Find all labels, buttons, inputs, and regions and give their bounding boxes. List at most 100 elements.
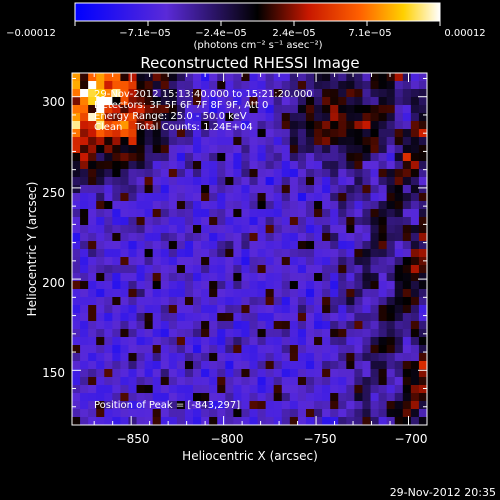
heatmap-cell xyxy=(338,153,347,162)
heatmap-cell xyxy=(257,265,267,274)
heatmap-cell xyxy=(217,369,226,378)
heatmap-cell xyxy=(418,193,427,202)
heatmap-cell xyxy=(80,145,89,154)
heatmap-cell xyxy=(112,305,122,314)
heatmap-cell xyxy=(233,257,243,266)
heatmap-cell xyxy=(322,241,331,250)
heatmap-cell xyxy=(152,249,162,258)
heatmap-cell xyxy=(144,201,154,210)
heatmap-cell xyxy=(128,249,138,258)
heatmap-cell xyxy=(273,201,283,210)
heatmap-cell xyxy=(378,369,388,378)
heatmap-cell xyxy=(152,337,162,346)
heatmap-cell xyxy=(72,145,81,154)
heatmap-cell xyxy=(338,121,347,130)
heatmap-cell xyxy=(249,409,259,418)
heatmap-cell xyxy=(160,281,170,290)
heatmap-cell xyxy=(305,81,315,90)
heatmap-cell xyxy=(402,81,412,90)
heatmap-cell xyxy=(104,265,113,274)
heatmap-cell xyxy=(265,233,275,242)
heatmap-cell xyxy=(402,321,412,330)
heatmap-cell xyxy=(378,337,388,346)
heatmap-cell xyxy=(225,305,234,314)
heatmap-cell xyxy=(112,329,122,338)
heatmap-cell xyxy=(370,401,380,410)
heatmap-cell xyxy=(378,409,388,418)
heatmap-cell xyxy=(346,185,355,194)
heatmap-cell xyxy=(96,281,105,290)
heatmap-cell xyxy=(378,81,388,90)
heatmap-cell xyxy=(160,137,170,146)
heatmap-cell xyxy=(402,153,412,162)
heatmap-cell xyxy=(370,257,380,266)
heatmap-cell xyxy=(136,81,146,90)
heatmap-cell xyxy=(80,401,89,410)
heatmap-cell xyxy=(225,313,234,322)
heatmap-cell xyxy=(176,337,186,346)
heatmap-cell xyxy=(338,105,347,114)
heatmap-cell xyxy=(346,393,355,402)
heatmap-cell xyxy=(193,105,202,114)
heatmap-cell xyxy=(257,89,267,98)
heatmap-cell xyxy=(225,281,234,290)
chart-title: Reconstructed RHESSI Image xyxy=(140,54,359,72)
heatmap-cell xyxy=(168,385,178,394)
heatmap-cell xyxy=(386,201,396,210)
heatmap-cell xyxy=(184,241,194,250)
heatmap-cell xyxy=(257,113,267,122)
heatmap-cell xyxy=(233,281,243,290)
heatmap-cell xyxy=(378,185,388,194)
heatmap-cell xyxy=(96,273,105,282)
heatmap-cell xyxy=(281,385,291,394)
heatmap-cell xyxy=(152,161,162,170)
heatmap-cell xyxy=(160,217,170,226)
heatmap-cell xyxy=(80,369,89,378)
heatmap-cell xyxy=(160,233,170,242)
heatmap-cell xyxy=(354,361,364,370)
heatmap-cell xyxy=(168,169,178,178)
heatmap-cell xyxy=(394,105,404,114)
heatmap-cell xyxy=(80,169,89,178)
heatmap-cell xyxy=(354,177,364,186)
heatmap-cell xyxy=(378,305,388,314)
heatmap-cell xyxy=(314,313,323,322)
heatmap-cell xyxy=(184,89,194,98)
heatmap-cell xyxy=(209,321,218,330)
heatmap-cell xyxy=(322,265,331,274)
heatmap-cell xyxy=(217,81,226,90)
heatmap-cell xyxy=(265,81,275,90)
heatmap-cell xyxy=(362,209,372,218)
heatmap-cell xyxy=(322,249,331,258)
heatmap-cell xyxy=(201,177,210,186)
heatmap-cell xyxy=(136,209,146,218)
heatmap-cell xyxy=(249,193,259,202)
heatmap-cell xyxy=(281,313,291,322)
heatmap-cell xyxy=(128,217,138,226)
heatmap-cell xyxy=(346,305,355,314)
heatmap-cell xyxy=(96,361,105,370)
heatmap-cell xyxy=(297,105,307,114)
heatmap-cell xyxy=(281,353,291,362)
heatmap-cell xyxy=(241,321,251,330)
heatmap-cell xyxy=(402,233,412,242)
heatmap-cell xyxy=(80,137,89,146)
heatmap-cell xyxy=(217,169,226,178)
heatmap-cell xyxy=(80,409,89,418)
heatmap-cell xyxy=(418,105,427,114)
heatmap-cell xyxy=(112,233,122,242)
heatmap-cell xyxy=(418,257,427,266)
heatmap-cell xyxy=(314,225,323,234)
heatmap-cell xyxy=(72,201,81,210)
heatmap-cell xyxy=(233,169,243,178)
heatmap-cell xyxy=(104,185,113,194)
heatmap-cell xyxy=(265,329,275,338)
heatmap-cell xyxy=(289,353,299,362)
heatmap-cell xyxy=(362,353,372,362)
heatmap-cell xyxy=(88,113,97,122)
heatmap-cell xyxy=(394,273,404,282)
heatmap-cell xyxy=(305,73,315,82)
heatmap-cell xyxy=(370,297,380,306)
heatmap-cell xyxy=(346,273,355,282)
heatmap-cell xyxy=(346,257,355,266)
